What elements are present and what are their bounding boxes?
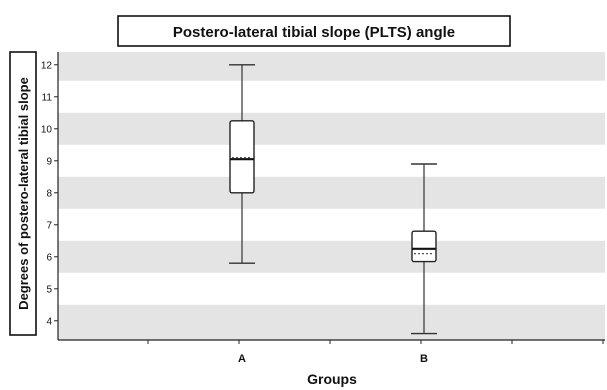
boxes-group bbox=[229, 64, 437, 335]
y-tick-label: 11 bbox=[42, 92, 53, 103]
y-tick-label: 8 bbox=[46, 188, 52, 199]
y-axis-label-box bbox=[9, 51, 37, 336]
background-bands bbox=[58, 52, 605, 340]
background-band bbox=[58, 112, 605, 145]
background-band bbox=[58, 304, 605, 340]
box-B bbox=[411, 163, 437, 335]
iqr-box bbox=[229, 120, 255, 194]
y-tick-label: 5 bbox=[46, 284, 52, 295]
background-band bbox=[58, 240, 605, 273]
x-axis-label: Groups bbox=[307, 371, 357, 387]
y-tick-label: 7 bbox=[46, 220, 52, 231]
background-band bbox=[58, 52, 605, 81]
chart-title: Postero-lateral tibial slope (PLTS) angl… bbox=[173, 24, 455, 41]
x-category-label: A bbox=[238, 353, 246, 365]
iqr-box bbox=[411, 230, 437, 263]
box-A bbox=[229, 64, 255, 264]
y-tick-label: 10 bbox=[41, 124, 53, 135]
y-tick-label: 4 bbox=[46, 316, 52, 327]
y-tick-label: 12 bbox=[41, 60, 53, 71]
y-tick-label: 6 bbox=[46, 252, 52, 263]
background-band bbox=[58, 176, 605, 209]
chart-title-box bbox=[117, 15, 511, 47]
y-axis-ticks: 4 5 6 7 8 9 10 11 12 bbox=[41, 60, 58, 327]
y-axis-label: Degrees of postero-lateral tibial slope bbox=[16, 77, 31, 310]
x-category-label: B bbox=[420, 353, 428, 365]
y-tick-label: 9 bbox=[46, 156, 52, 167]
